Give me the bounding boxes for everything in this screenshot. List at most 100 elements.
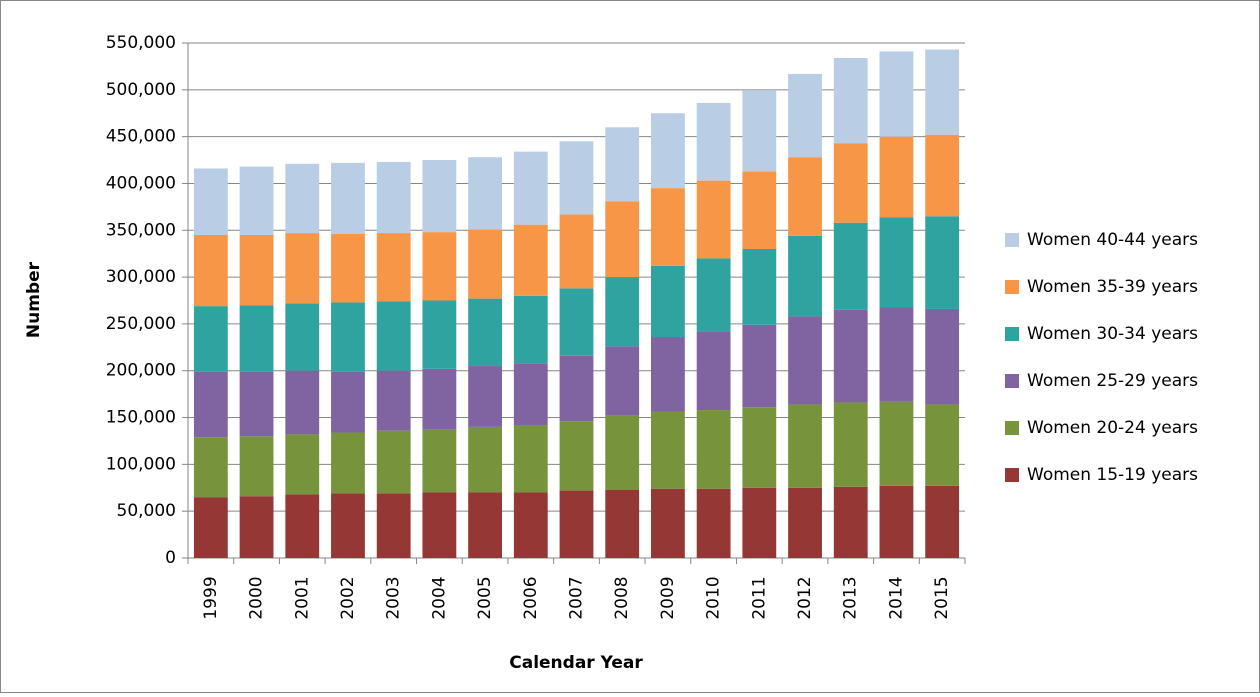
bar-segment bbox=[468, 229, 502, 299]
bar-segment bbox=[651, 488, 685, 558]
bar-segment bbox=[376, 161, 411, 234]
bar-segment bbox=[193, 437, 228, 498]
legend-swatch bbox=[1005, 233, 1019, 247]
bar-segment bbox=[239, 305, 274, 372]
bar-segment bbox=[605, 489, 640, 558]
bar-segment bbox=[331, 302, 365, 372]
legend-swatch bbox=[1005, 468, 1019, 482]
bar-segment bbox=[925, 404, 960, 486]
bar-segment bbox=[513, 363, 548, 426]
bar-segment bbox=[331, 371, 365, 433]
bar-segment bbox=[239, 234, 274, 306]
legend-swatch bbox=[1005, 280, 1019, 294]
bar-segment bbox=[513, 295, 548, 364]
bar-segment bbox=[285, 370, 320, 435]
x-tick-label: 2002 bbox=[338, 576, 358, 619]
y-tick-label: 200,000 bbox=[106, 361, 176, 381]
x-tick-label: 2003 bbox=[384, 576, 404, 619]
bar-segment bbox=[513, 224, 548, 296]
y-tick-label: 350,000 bbox=[106, 220, 176, 240]
x-tick-label: 2005 bbox=[475, 576, 495, 619]
bar-segment bbox=[651, 411, 685, 489]
legend-swatch bbox=[1005, 374, 1019, 388]
bar-segment bbox=[422, 492, 457, 558]
bar-segment bbox=[742, 171, 777, 249]
bar-segment bbox=[559, 355, 594, 422]
bar-segment bbox=[331, 234, 365, 303]
bar-segment bbox=[468, 426, 502, 493]
y-tick-label: 250,000 bbox=[106, 314, 176, 334]
bar-segment bbox=[331, 493, 365, 558]
bar-segment bbox=[696, 180, 731, 259]
bar-segment bbox=[833, 402, 868, 487]
x-tick-label: 2010 bbox=[704, 576, 724, 619]
bar-segment bbox=[376, 233, 411, 302]
bar-segment bbox=[285, 434, 320, 495]
bar-segment bbox=[742, 324, 777, 408]
bar-segment bbox=[468, 298, 502, 367]
bar-segment bbox=[788, 487, 822, 558]
bar-segment bbox=[605, 127, 640, 202]
bar-segment bbox=[788, 73, 822, 158]
y-tick-label: 400,000 bbox=[106, 173, 176, 193]
bar-segment bbox=[376, 370, 411, 431]
bar-segment bbox=[605, 277, 640, 347]
y-tick-label: 300,000 bbox=[106, 267, 176, 287]
bar-segment bbox=[559, 141, 594, 215]
bar-segment bbox=[879, 401, 914, 486]
legend-label: Women 20-24 years bbox=[1027, 418, 1198, 438]
x-axis-title: Calendar Year bbox=[509, 653, 643, 673]
bar-segment bbox=[468, 366, 502, 427]
bar-segment bbox=[559, 421, 594, 491]
x-tick-label: 2013 bbox=[841, 576, 861, 619]
bar-segment bbox=[285, 494, 320, 558]
bar-segment bbox=[833, 57, 868, 144]
x-tick-label: 1999 bbox=[201, 576, 221, 619]
bar-segment bbox=[788, 235, 822, 317]
bar-segment bbox=[651, 188, 685, 266]
bar-segment bbox=[285, 303, 320, 371]
bar-segment bbox=[696, 331, 731, 411]
bar-segment bbox=[788, 316, 822, 405]
bar-segment bbox=[376, 430, 411, 494]
bar-segment bbox=[422, 160, 457, 233]
bar-segment bbox=[925, 49, 960, 135]
legend-swatch bbox=[1005, 327, 1019, 341]
legend-label: Women 30-34 years bbox=[1027, 324, 1198, 344]
bar-segment bbox=[696, 102, 731, 181]
x-tick-label: 2004 bbox=[429, 576, 449, 619]
bar-segment bbox=[376, 301, 411, 371]
y-tick-label: 500,000 bbox=[106, 80, 176, 100]
bar-segment bbox=[331, 432, 365, 494]
y-tick-label: 150,000 bbox=[106, 408, 176, 428]
legend-label: Women 35-39 years bbox=[1027, 277, 1198, 297]
bar-segment bbox=[833, 143, 868, 223]
x-tick-label: 2012 bbox=[795, 576, 815, 619]
bar-segment bbox=[513, 151, 548, 225]
bar-segment bbox=[193, 371, 228, 438]
bar-segment bbox=[513, 492, 548, 558]
bar-segment bbox=[468, 492, 502, 558]
x-tick-label: 2006 bbox=[521, 576, 541, 619]
bar-segment bbox=[422, 368, 457, 430]
bar-segment bbox=[422, 232, 457, 301]
bar-segment bbox=[239, 371, 274, 437]
legend-label: Women 40-44 years bbox=[1027, 230, 1198, 250]
x-tick-label: 2009 bbox=[658, 576, 678, 619]
bar-segment bbox=[651, 113, 685, 189]
x-tick-label: 2007 bbox=[567, 576, 587, 619]
legend-swatch bbox=[1005, 421, 1019, 435]
bar-segment bbox=[742, 249, 777, 325]
bar-segment bbox=[651, 337, 685, 412]
bar-segment bbox=[879, 307, 914, 402]
bar-segment bbox=[696, 258, 731, 332]
bar-segment bbox=[833, 222, 868, 310]
bar-segment bbox=[559, 288, 594, 356]
y-tick-label: 0 bbox=[165, 548, 176, 568]
bar-segment bbox=[925, 134, 960, 217]
legend-label: Women 15-19 years bbox=[1027, 465, 1198, 485]
bar-segment bbox=[605, 201, 640, 278]
x-tick-label: 2008 bbox=[612, 576, 632, 619]
bar-segment bbox=[239, 436, 274, 497]
y-axis-title: Number bbox=[24, 261, 44, 338]
